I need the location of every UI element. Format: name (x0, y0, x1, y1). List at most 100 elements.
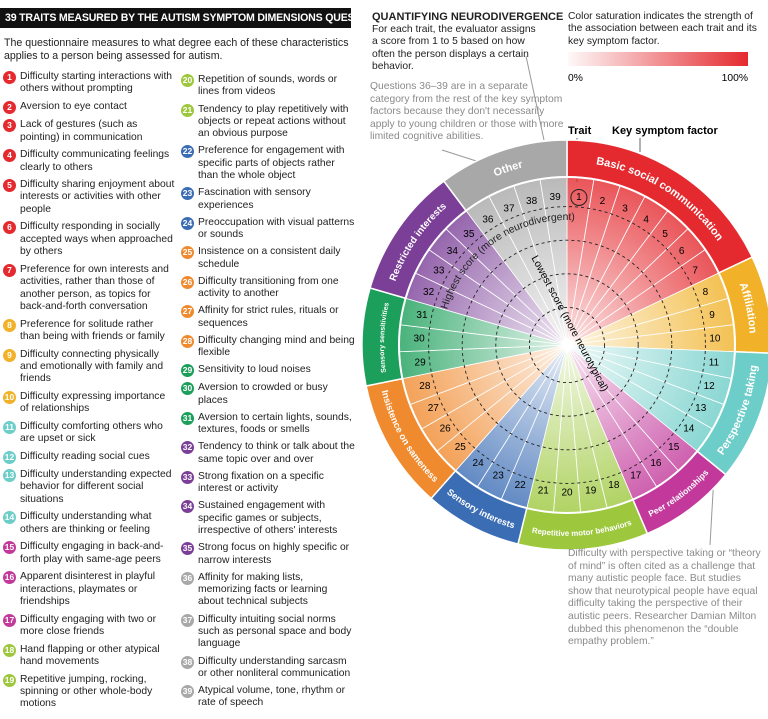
trait-text: Hand flapping or other atypical hand mov… (20, 643, 160, 668)
trait-item: 28 Difficulty changing mind and being fle… (181, 334, 355, 360)
factor-label: Sensory sensitivities (379, 302, 391, 373)
trait-item: 11 Difficulty comforting others who are u… (3, 420, 175, 446)
trait-number: 5 (3, 179, 16, 193)
trait-text: Difficulty communicating feelings clearl… (20, 149, 170, 173)
trait-text: Sensitivity to loud noises (198, 364, 311, 376)
trait-number: 36 (181, 571, 194, 585)
trait-item: 14 Difficulty understanding what others a… (3, 511, 175, 536)
trait-number: 7 (3, 263, 16, 277)
trait-item: 36 Affinity for making lists, memorizing … (181, 571, 355, 609)
trait-text: Preoccupation with visual patterns or so… (198, 216, 355, 241)
trait-text: Aversion to eye contact (20, 100, 127, 112)
trait-text: Difficulty intuiting social norms such a… (198, 613, 352, 650)
trait-text: Apparent disinterest in playful interact… (20, 571, 156, 608)
trait-item: 8 Preference for solitude rather than bei… (3, 318, 175, 344)
trait-number: 30 (181, 382, 194, 396)
trait-text: Preference for engagement with specific … (198, 145, 345, 182)
trait-item: 1 Difficulty starting interactions with o… (3, 71, 175, 96)
factor-name: Sensory sensitivities (379, 302, 391, 373)
trait-item: 25 Insistence on a consistent daily sched… (181, 246, 355, 271)
trait-number: 3 (3, 119, 16, 133)
wheel-trait-number: 20 (561, 488, 573, 499)
trait-number: 37 (181, 613, 194, 627)
band-border (398, 176, 736, 514)
wheel-trait-number: 2 (600, 196, 606, 207)
trait-item: 24 Preoccupation with visual patterns or … (181, 216, 355, 242)
trait-text: Difficulty understanding sarcasm or othe… (198, 655, 351, 679)
trait-number: 33 (181, 470, 194, 484)
wheel-trait-number: 24 (473, 458, 485, 469)
trait-number: 11 (3, 420, 16, 434)
trait-item: 29 Sensitivity to loud noises (181, 364, 355, 378)
wheel-trait-number: 3 (622, 203, 628, 214)
trait-item: 39 Atypical volume, tone, rhythm or rate … (181, 685, 355, 710)
wheel-trait-number: 34 (447, 246, 459, 257)
trait-item: 32 Tendency to think or talk about the sa… (181, 441, 355, 466)
scale-label: 100% (722, 73, 748, 84)
trait-number: 17 (3, 613, 16, 627)
trait-number: 1 (3, 71, 16, 84)
trait-item: 6 Difficulty responding in socially accep… (3, 221, 175, 258)
wheel-trait-number: 32 (423, 287, 435, 298)
wheel-trait-number: 8 (703, 287, 709, 298)
annotation: Questions 36–39 are in a separate catego… (370, 81, 564, 143)
trait-number: 29 (181, 364, 194, 378)
trait-item: 7 Preference for own interests and activi… (3, 263, 175, 314)
trait-item: 16 Apparent disinterest in playful intera… (3, 571, 175, 608)
trait-text: Strong focus on highly specific or narro… (198, 542, 350, 566)
trait-text: Difficulty starting interactions with ot… (20, 71, 173, 95)
page-title: 39 TRAITS MEASURED BY THE AUTISM SYMPTOM… (0, 8, 411, 28)
wheel-trait-number: 39 (550, 192, 562, 203)
trait-number: 28 (181, 334, 194, 348)
trait-item: 2 Aversion to eye contact (3, 100, 175, 114)
wheel-trait-number: 23 (493, 471, 505, 482)
wheel-trait-number: 13 (695, 403, 707, 414)
wheel-trait-number: 9 (709, 310, 715, 321)
trait-number: 20 (181, 74, 194, 87)
trait-number: 18 (3, 643, 16, 657)
trait-marker (570, 188, 588, 206)
trait-item: 31 Aversion to certain lights, sounds, te… (181, 411, 355, 437)
wheel-trait-number: 10 (709, 334, 721, 345)
trait-item: 15 Difficulty engaging in back-and-forth … (3, 541, 175, 566)
trait-item: 34 Sustained engagement with specific gam… (181, 500, 355, 537)
trait-number: 22 (181, 145, 194, 159)
wheel-trait-number: 30 (414, 334, 426, 345)
trait-number: 38 (181, 655, 194, 669)
wheel-trait-number: 37 (503, 203, 515, 214)
trait-item: 12 Difficulty reading social cues (3, 450, 175, 464)
trait-text: Repetition of sounds, words or lines fro… (198, 74, 338, 98)
trait-text: Difficulty transitioning from one activi… (198, 275, 339, 300)
trait-item: 18 Hand flapping or other atypical hand m… (3, 643, 175, 669)
wheel-trait-number: 18 (608, 480, 620, 491)
trait-item: 5 Difficulty sharing enjoyment about inte… (3, 179, 175, 216)
trait-number: 39 (181, 685, 194, 699)
trait-number: 15 (3, 541, 16, 555)
wheel-trait-number: 36 (482, 215, 494, 226)
trait-number: 34 (181, 500, 194, 514)
trait-item: 13 Difficulty understanding expected beha… (3, 469, 175, 506)
wheel-trait-number: 6 (679, 246, 685, 257)
wheel-trait-number: 14 (683, 424, 695, 435)
trait-number: 13 (3, 469, 16, 483)
trait-number: 26 (181, 275, 194, 289)
wheel-trait-number: 28 (419, 381, 431, 392)
trait-text: Aversion to crowded or busy places (198, 382, 328, 406)
factor-label-key: Key symptom factor (612, 125, 718, 137)
scale-label: 0% (568, 73, 583, 84)
trait-text: Affinity for strict rules, rituals or se… (198, 305, 339, 329)
wheel-trait-number: 27 (428, 403, 440, 414)
trait-number: 25 (181, 246, 194, 260)
score-ring (528, 306, 606, 384)
trait-item: 3 Lack of gestures (such as pointing) in … (3, 119, 175, 144)
trait-text: Tendency to think or talk about the same… (198, 441, 355, 465)
trait-number: 10 (3, 390, 16, 404)
trait-list: 1 Difficulty starting interactions with o… (3, 71, 175, 711)
trait-number: 14 (3, 511, 16, 525)
trait-number: 12 (3, 450, 16, 464)
trait-item: 30 Aversion to crowded or busy places (181, 382, 355, 407)
trait-item: 19 Repetitive jumping, rocking, spinning … (3, 673, 175, 711)
trait-number: 8 (3, 318, 16, 332)
wheel-trait-number: 1 (576, 192, 582, 203)
